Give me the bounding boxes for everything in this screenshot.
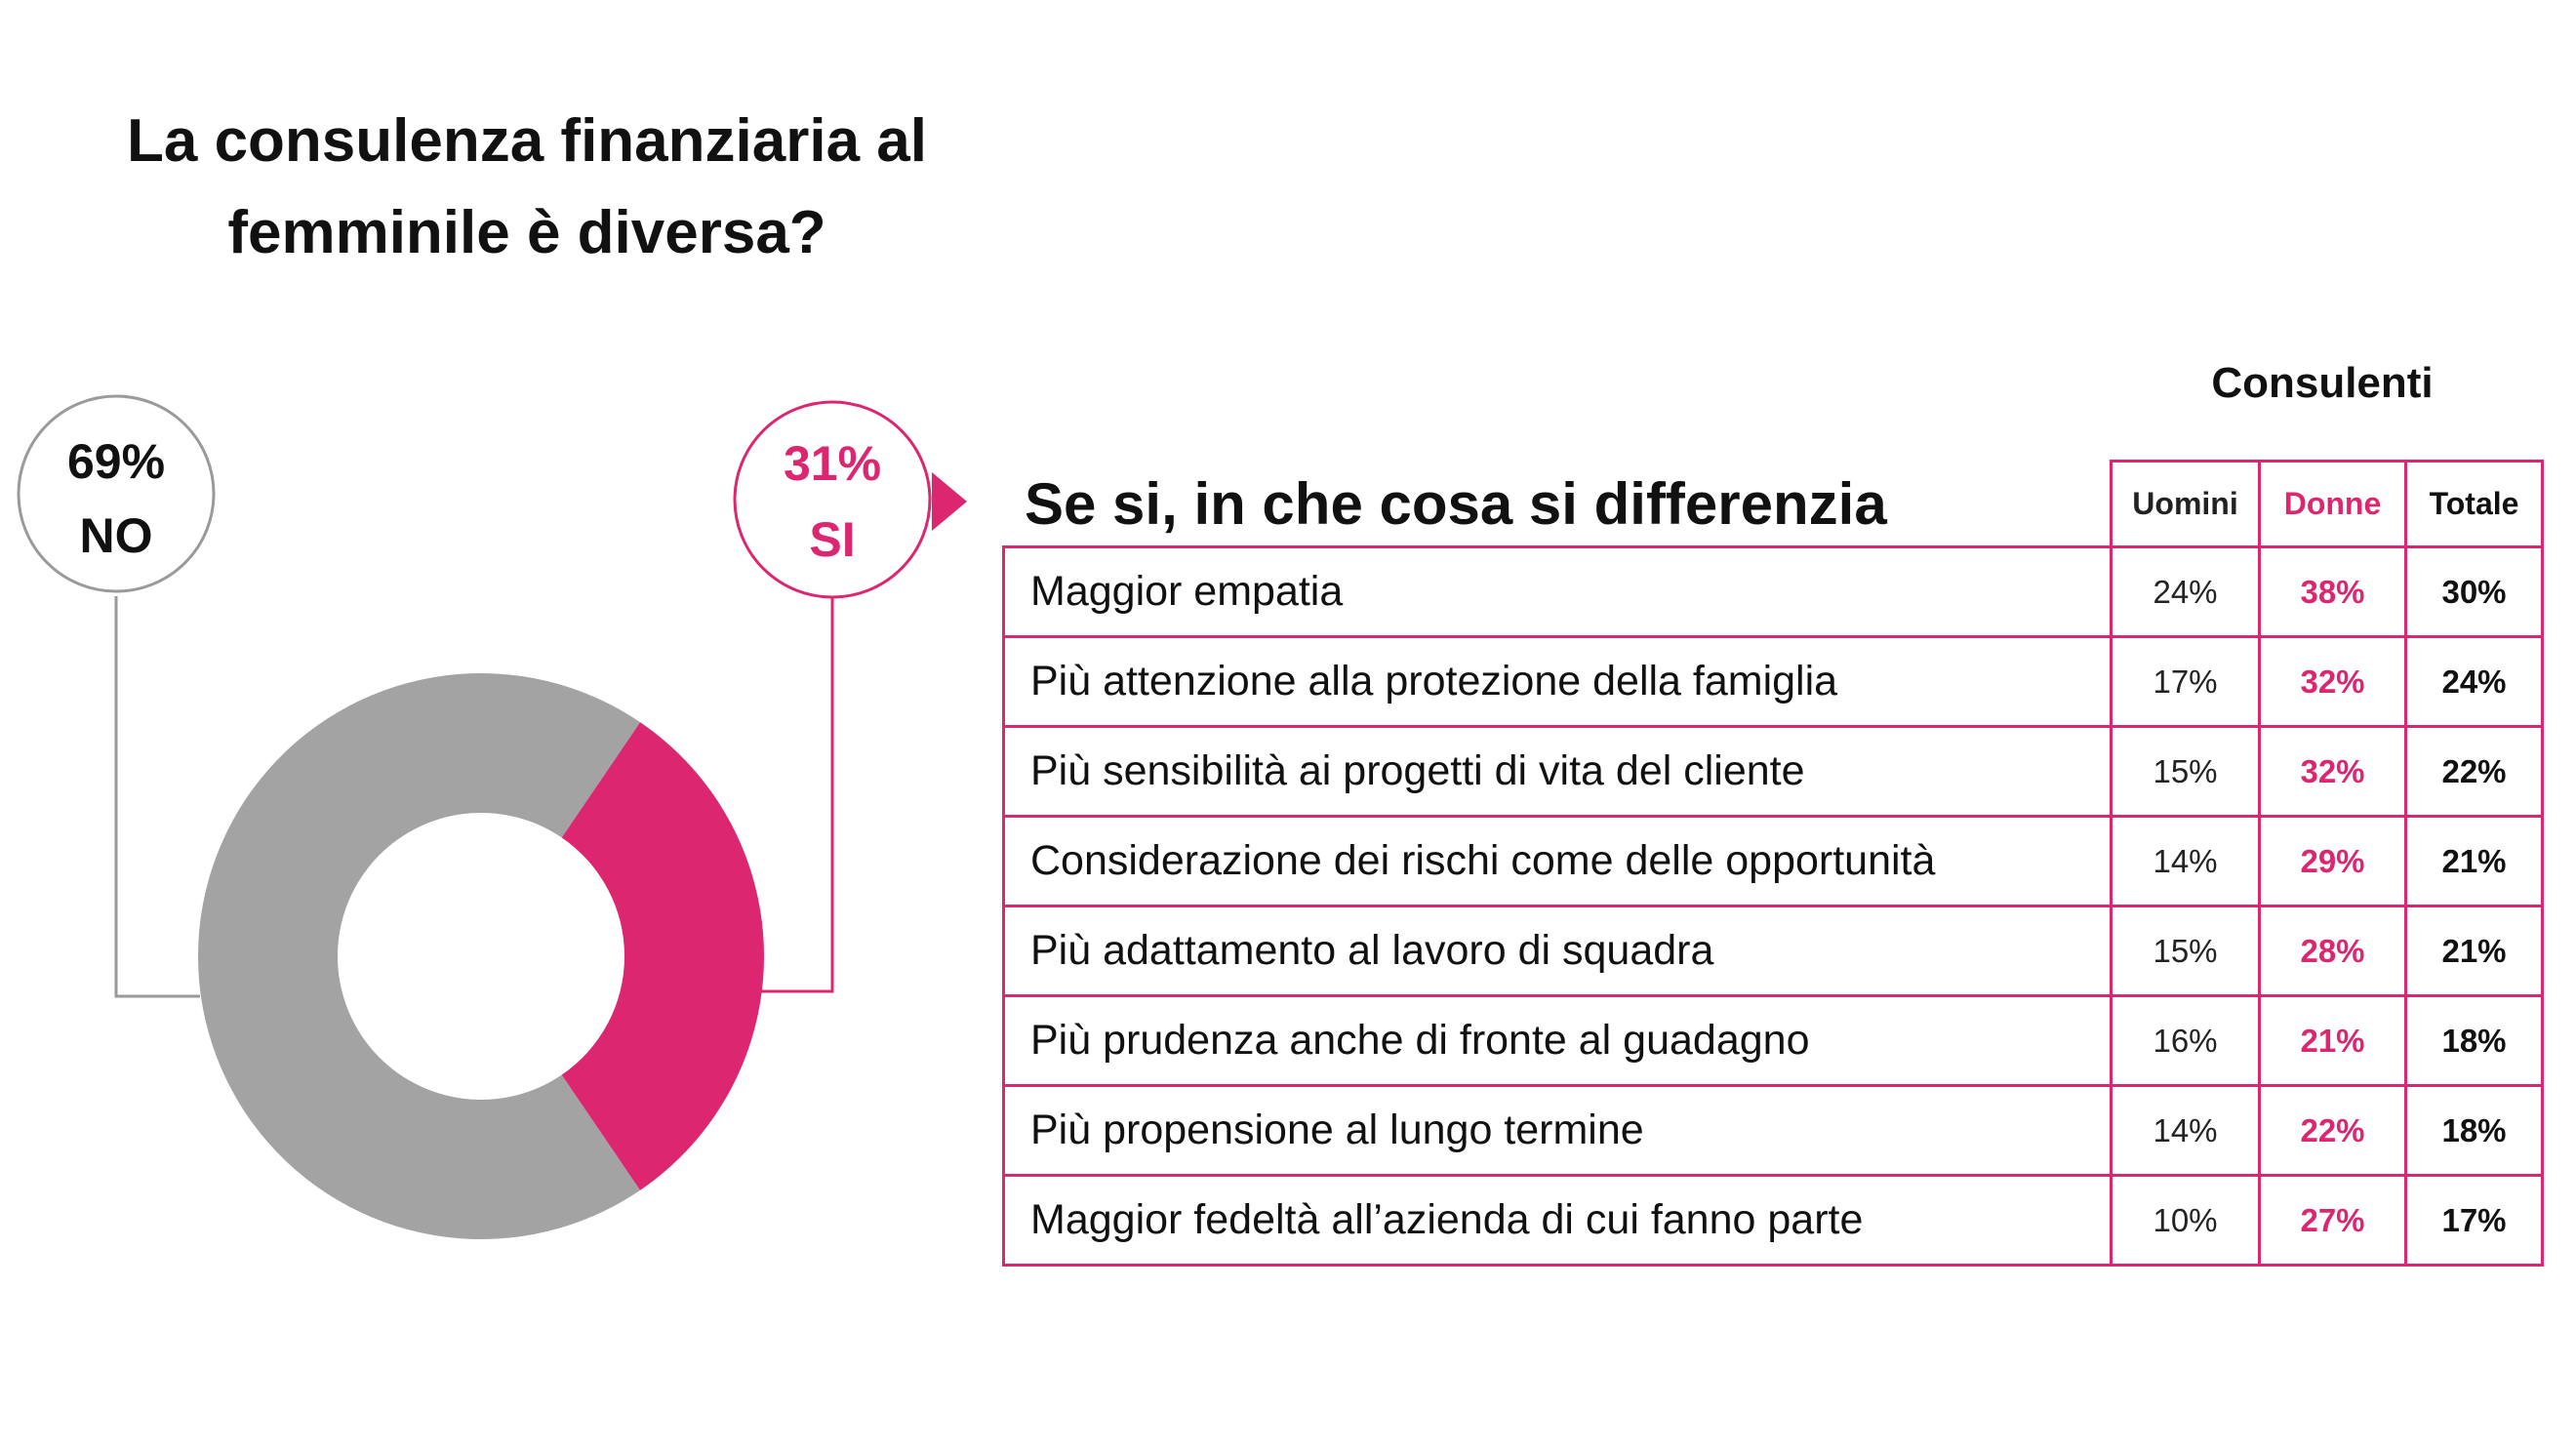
cell-totale: 22%	[2404, 725, 2544, 818]
row-label: Più prudenza anche di fronte al guadagno	[1002, 994, 2113, 1087]
table-row: Considerazione dei rischi come delle opp…	[1002, 815, 2544, 907]
row-label: Più adattamento al lavoro di squadra	[1002, 905, 2113, 997]
table-row: Più propensione al lungo termine 14% 22%…	[1002, 1084, 2544, 1177]
cell-uomini: 17%	[2110, 635, 2261, 728]
cell-donne: 29%	[2258, 815, 2407, 907]
table-row: Più sensibilità ai progetti di vita del …	[1002, 725, 2544, 818]
cell-uomini: 14%	[2110, 1084, 2261, 1177]
cell-totale: 30%	[2404, 545, 2544, 638]
row-label: Più propensione al lungo termine	[1002, 1084, 2113, 1177]
no-leader-line	[114, 596, 200, 998]
cell-donne: 22%	[2258, 1084, 2407, 1177]
table-row: Più adattamento al lavoro di squadra 15%…	[1002, 905, 2544, 997]
header-spacer	[1003, 461, 2113, 548]
cell-totale: 21%	[2404, 815, 2544, 907]
cell-uomini: 14%	[2110, 815, 2261, 907]
si-callout-label: SI	[809, 512, 855, 567]
column-header-uomini: Uomini	[2110, 460, 2261, 548]
cell-totale: 18%	[2404, 994, 2544, 1087]
cell-uomini: 16%	[2110, 994, 2261, 1087]
si-callout-circle	[733, 400, 932, 599]
no-callout-label: NO	[80, 508, 153, 563]
donut-slice-no	[197, 673, 641, 1239]
donut-slice-si	[561, 722, 765, 1190]
cell-totale: 17%	[2404, 1174, 2544, 1267]
page-title: La consulenza finanziaria al femminile è…	[59, 96, 995, 279]
cell-uomini: 15%	[2110, 725, 2261, 818]
column-header-donne: Donne	[2258, 460, 2407, 548]
table-row: Più attenzione alla protezione della fam…	[1002, 635, 2544, 728]
donut-chart: 69% NO 31% SI	[17, 394, 932, 1239]
row-label: Più attenzione alla protezione della fam…	[1002, 635, 2113, 728]
group-header: Consulenti	[2211, 359, 2434, 407]
no-callout-circle	[17, 394, 216, 593]
row-label: Maggior empatia	[1002, 545, 2113, 638]
row-label: Considerazione dei rischi come delle opp…	[1002, 815, 2113, 907]
table-row: Maggior empatia 24% 38% 30%	[1002, 545, 2544, 638]
donut-slices	[197, 673, 765, 1239]
cell-donne: 21%	[2258, 994, 2407, 1087]
row-label: Maggior fedeltà all’azienda di cui fanno…	[1002, 1174, 2113, 1267]
cell-totale: 21%	[2404, 905, 2544, 997]
row-label: Più sensibilità ai progetti di vita del …	[1002, 725, 2113, 818]
table-row: Maggior fedeltà all’azienda di cui fanno…	[1002, 1174, 2544, 1267]
cell-uomini: 10%	[2110, 1174, 2261, 1267]
column-header-totale: Totale	[2404, 460, 2544, 548]
no-callout-value: 69%	[67, 434, 165, 489]
cell-uomini: 24%	[2110, 545, 2261, 638]
si-leader-line	[761, 597, 834, 993]
cell-totale: 24%	[2404, 635, 2544, 728]
cell-donne: 32%	[2258, 725, 2407, 818]
title-line-1: La consulenza finanziaria al	[126, 107, 928, 175]
table-header-row: Uomini Donne Totale	[1003, 460, 2544, 548]
cell-donne: 28%	[2258, 905, 2407, 997]
cell-donne: 27%	[2258, 1174, 2407, 1267]
cell-donne: 38%	[2258, 545, 2407, 638]
cell-totale: 18%	[2404, 1084, 2544, 1177]
table-row: Più prudenza anche di fronte al guadagno…	[1002, 994, 2544, 1087]
title-line-2: femminile è diversa?	[227, 199, 826, 266]
pointer-arrow-icon	[932, 472, 967, 531]
si-callout-value: 31%	[784, 436, 881, 491]
cell-uomini: 15%	[2110, 905, 2261, 997]
cell-donne: 32%	[2258, 635, 2407, 728]
comparison-table: Uomini Donne Totale Maggior empatia 24% …	[1002, 460, 2544, 1267]
